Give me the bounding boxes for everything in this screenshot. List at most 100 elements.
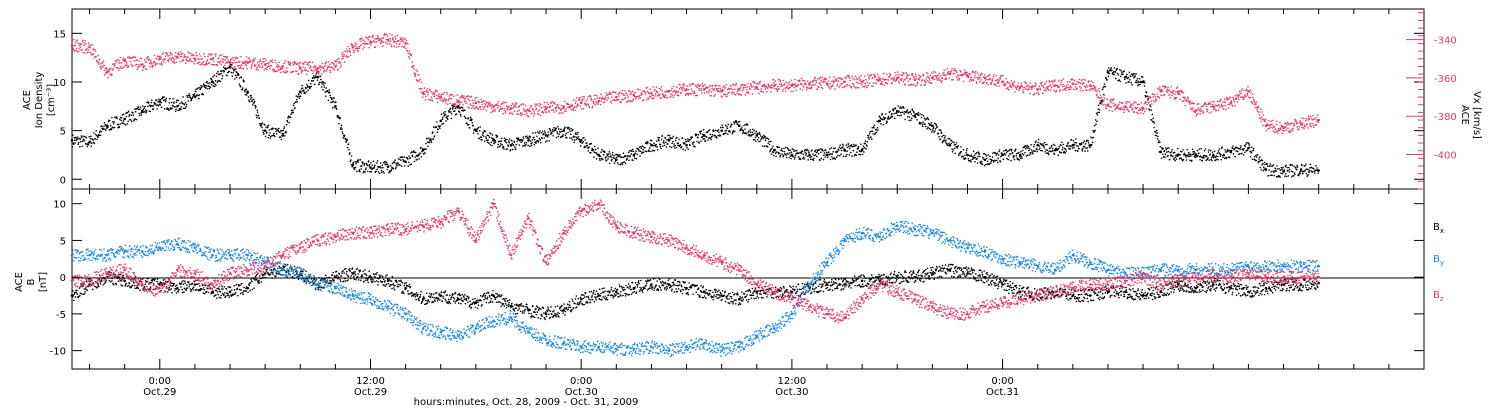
scatter-dot	[236, 57, 239, 60]
scatter-dot	[263, 69, 266, 71]
scatter-dot	[933, 131, 935, 133]
scatter-dot	[213, 74, 216, 77]
scatter-dot	[184, 62, 187, 64]
scatter-dot	[311, 69, 313, 72]
scatter-dot	[407, 55, 410, 58]
scatter-dot	[330, 97, 333, 99]
scatter-dot	[721, 96, 723, 98]
scatter-dot	[318, 81, 321, 84]
scatter-dot	[320, 86, 323, 88]
scatter-dot	[799, 88, 802, 90]
scatter-dot	[600, 157, 603, 160]
scatter-dot	[1018, 151, 1020, 154]
scatter-dot	[611, 158, 613, 161]
scatter-dot	[1071, 147, 1074, 149]
scatter-dot	[859, 150, 861, 153]
scatter-dot	[1217, 150, 1220, 152]
scatter-dot	[954, 143, 957, 146]
scatter-dot	[353, 51, 355, 54]
scatter-dot	[848, 74, 850, 77]
scatter-dot	[648, 147, 651, 149]
scatter-dot	[174, 105, 176, 108]
scatter-dot	[536, 135, 538, 138]
scatter-dot	[346, 139, 349, 141]
scatter-dot	[872, 132, 874, 135]
scatter-dot	[424, 152, 426, 154]
scatter-dot	[584, 103, 587, 106]
scatter-dot	[501, 102, 504, 105]
scatter-dot	[342, 137, 345, 139]
scatter-dot	[1287, 175, 1290, 177]
scatter-dot	[1291, 164, 1294, 166]
scatter-dot	[565, 132, 568, 135]
scatter-dot	[701, 83, 704, 85]
scatter-dot	[576, 136, 578, 139]
scatter-dot	[829, 158, 832, 161]
scatter-dot	[748, 92, 750, 95]
scatter-dot	[239, 85, 242, 88]
scatter-dot	[390, 43, 392, 46]
scatter-dot	[1207, 151, 1210, 153]
scatter-dot	[875, 128, 877, 131]
scatter-dot	[1186, 148, 1189, 151]
scatter-dot	[401, 39, 404, 42]
scatter-dot	[598, 100, 601, 103]
scatter-dot	[914, 116, 917, 119]
scatter-dot	[108, 73, 111, 75]
scatter-dot	[276, 70, 278, 73]
scatter-dot	[748, 85, 751, 88]
scatter-dot	[787, 82, 789, 84]
scatter-dot	[96, 138, 98, 141]
scatter-dot	[1217, 158, 1219, 161]
scatter-dot	[198, 61, 201, 63]
scatter-dot	[762, 91, 765, 93]
scatter-dot	[956, 147, 959, 149]
scatter-dot	[748, 135, 751, 137]
scatter-dot	[1298, 174, 1300, 177]
scatter-dot	[113, 126, 116, 129]
scatter-dot	[77, 141, 80, 144]
scatter-dot	[839, 84, 841, 87]
scatter-dot	[331, 101, 334, 103]
scatter-dot	[230, 63, 233, 66]
scatter-dot	[723, 132, 726, 135]
scatter-dot	[150, 104, 152, 107]
scatter-dot	[917, 74, 920, 76]
scatter-dot	[772, 78, 775, 81]
scatter-dot	[769, 86, 772, 89]
scatter-dot	[999, 160, 1002, 163]
scatter-dot	[136, 68, 138, 71]
scatter-dot	[493, 138, 496, 140]
scatter-dot	[727, 133, 729, 135]
scatter-dot	[101, 125, 103, 127]
scatter-dot	[431, 138, 433, 140]
scatter-dot	[572, 107, 574, 110]
scatter-dot	[389, 32, 391, 35]
scatter-dot	[399, 159, 402, 161]
scatter-dot	[344, 138, 347, 141]
scatter-dot	[349, 159, 352, 161]
scatter-dot	[654, 88, 656, 91]
scatter-dot	[561, 130, 563, 133]
data-point	[211, 80, 214, 84]
scatter-dot	[627, 96, 629, 98]
scatter-dot	[865, 78, 867, 81]
scatter-dot	[1043, 141, 1046, 144]
scatter-dot	[916, 119, 918, 121]
scatter-dot	[535, 107, 538, 110]
scatter-dot	[682, 148, 684, 150]
scatter-dot	[637, 97, 640, 100]
scatter-dot	[461, 94, 464, 97]
scatter-dot	[312, 72, 314, 75]
scatter-dot	[272, 61, 274, 64]
scatter-dot	[233, 70, 235, 72]
scatter-dot	[80, 43, 83, 46]
scatter-dot	[1281, 172, 1284, 175]
scatter-dot	[354, 42, 356, 44]
scatter-dot	[940, 132, 943, 135]
scatter-dot	[942, 134, 945, 137]
scatter-dot	[323, 86, 326, 88]
scatter-dot	[171, 53, 173, 56]
scatter-dot	[305, 69, 308, 72]
scatter-dot	[944, 141, 947, 143]
